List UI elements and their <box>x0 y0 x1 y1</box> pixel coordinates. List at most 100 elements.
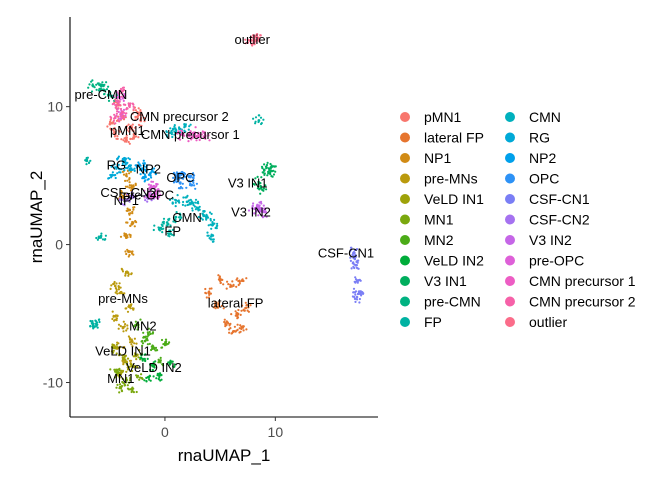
data-point-jitter <box>247 310 250 313</box>
data-point-jitter <box>244 38 247 41</box>
data-point-jitter <box>218 275 221 278</box>
data-point-jitter <box>126 198 129 201</box>
cluster-mn2-points <box>133 318 171 367</box>
data-point-jitter <box>161 363 164 366</box>
data-point-jitter <box>113 163 116 166</box>
data-point-jitter <box>207 291 210 294</box>
data-point-jitter <box>101 81 104 84</box>
data-point-jitter <box>115 112 118 115</box>
cluster-v3-in1-points <box>252 161 277 195</box>
data-point-jitter <box>143 117 146 120</box>
data-point-jitter <box>111 171 114 174</box>
data-point-jitter <box>153 224 156 227</box>
data-point-jitter <box>351 295 354 298</box>
data-point-jitter <box>206 216 210 219</box>
data-point-jitter <box>146 200 149 203</box>
data-point-jitter <box>180 216 183 219</box>
data-point-jitter <box>137 356 140 359</box>
data-point-jitter <box>158 372 161 375</box>
data-point-jitter <box>122 139 125 142</box>
data-point-jitter <box>169 360 172 363</box>
data-point-jitter <box>125 129 128 132</box>
data-point-jitter <box>231 280 234 283</box>
data-point-jitter <box>128 218 132 221</box>
data-point-jitter <box>259 184 262 188</box>
data-point-jitter <box>119 345 122 348</box>
cluster-lateral-fp-points <box>204 274 252 335</box>
data-point-jitter <box>136 375 139 378</box>
data-point-jitter <box>174 221 177 224</box>
data-point-jitter <box>86 159 89 162</box>
data-point-jitter <box>159 379 162 382</box>
cluster-cmn-points <box>165 123 219 243</box>
data-point-jitter <box>261 216 264 219</box>
data-point-jitter <box>151 347 154 350</box>
data-point-jitter <box>200 217 203 220</box>
data-point-jitter <box>120 138 123 141</box>
data-point-jitter <box>96 238 99 241</box>
data-point-jitter <box>136 366 139 369</box>
data-point-jitter <box>155 377 158 380</box>
data-point-jitter <box>123 92 126 96</box>
data-point-jitter <box>111 310 114 313</box>
data-point-jitter <box>137 161 140 164</box>
data-point-jitter <box>101 88 104 91</box>
data-point-jitter <box>169 224 172 227</box>
data-point-jitter <box>197 215 200 219</box>
data-point-jitter <box>123 157 126 160</box>
data-point-jitter <box>252 117 255 120</box>
data-point-jitter <box>165 340 168 343</box>
data-point-jitter <box>168 341 171 344</box>
data-point-jitter <box>144 359 147 363</box>
data-point-jitter <box>143 173 146 176</box>
data-point-jitter <box>272 173 276 176</box>
data-point-jitter <box>184 196 187 199</box>
data-point-jitter <box>138 163 141 166</box>
data-point-jitter <box>160 338 164 342</box>
data-point-jitter <box>132 105 135 108</box>
legend-label: pMN1 <box>424 109 462 125</box>
cluster-v3-in2-points <box>247 200 268 219</box>
x-tick-label: 10 <box>268 424 284 440</box>
data-point-jitter <box>168 233 171 236</box>
data-point-jitter <box>174 198 177 201</box>
data-point-jitter <box>123 232 126 235</box>
data-point-jitter <box>350 246 353 249</box>
data-point-jitter <box>147 376 150 379</box>
data-point-jitter <box>183 172 187 175</box>
data-point-jitter <box>252 202 255 205</box>
data-point-jitter <box>192 172 195 175</box>
data-point-jitter <box>357 291 361 294</box>
data-point-jitter <box>116 292 119 295</box>
data-point-jitter <box>204 133 207 136</box>
cluster-label: lateral FP <box>208 295 264 310</box>
cluster-np1-points <box>117 169 138 258</box>
data-point-jitter <box>151 344 154 347</box>
data-point-jitter <box>253 212 256 215</box>
data-point-jitter <box>236 323 239 326</box>
data-point-jitter <box>100 232 103 235</box>
data-point-jitter <box>116 110 119 113</box>
data-point-jitter <box>125 126 128 129</box>
data-point-jitter <box>160 228 163 231</box>
data-point-jitter <box>117 288 120 291</box>
data-point-jitter <box>88 161 91 164</box>
data-point-jitter <box>147 327 150 330</box>
data-point-jitter <box>173 124 176 127</box>
data-point-jitter <box>134 355 137 358</box>
data-point-jitter <box>133 225 136 228</box>
data-point-jitter <box>119 195 122 198</box>
data-point-jitter <box>159 356 162 359</box>
data-point-jitter <box>129 137 132 140</box>
data-point-jitter <box>128 365 131 368</box>
data-point-jitter <box>111 122 114 125</box>
data-point-jitter <box>254 116 258 119</box>
data-point-jitter <box>260 122 263 125</box>
data-point-jitter <box>188 134 191 137</box>
cluster-pre-opc-points <box>112 91 162 200</box>
data-point-jitter <box>181 203 184 206</box>
data-point-jitter <box>129 250 132 253</box>
data-point-jitter <box>193 205 196 208</box>
data-point-jitter <box>125 193 129 196</box>
data-point-jitter <box>114 115 117 118</box>
